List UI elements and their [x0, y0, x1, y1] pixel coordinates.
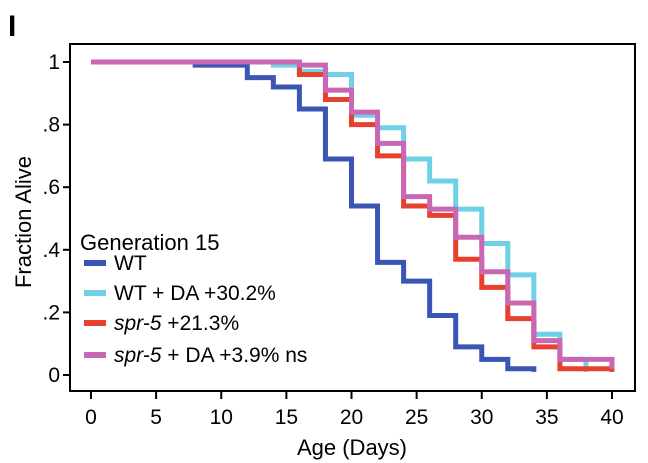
y-tick-label: 1: [48, 51, 60, 74]
x-tick-label: 15: [275, 406, 298, 429]
series-3-line: [91, 59, 615, 372]
series-layer: [91, 59, 615, 372]
legend: Generation 15 WT WT + DA +30.2% spr-5 +21.…: [80, 230, 307, 367]
series-1-line: [91, 59, 537, 372]
x-tick-label: 25: [405, 406, 428, 429]
y-tick-label: .6: [42, 176, 60, 199]
x-tick-label: 20: [340, 406, 363, 429]
legend-title: Generation 15: [80, 230, 219, 255]
x-tick-label: 35: [535, 406, 558, 429]
x-tick-label: 5: [150, 406, 162, 429]
x-tick-label: 40: [600, 406, 623, 429]
x-axis-label: Age (Days): [297, 435, 407, 460]
legend-label-2: WT + DA +30.2%: [114, 282, 276, 305]
y-tick-label: .2: [42, 301, 60, 324]
panel-letter: I: [8, 10, 16, 43]
legend-label-3: spr-5 +21.3%: [114, 312, 239, 335]
ticks-layer: 0 5 10 15 20 25 30 35 40 0 .2 .4 .6 .8 1: [42, 51, 623, 429]
y-tick-label: .4: [42, 239, 60, 262]
series-4-line: [91, 59, 615, 369]
legend-label-4: spr-5 + DA +3.9% ns: [114, 344, 307, 367]
y-tick-label: 0: [48, 364, 60, 387]
x-tick-label: 0: [85, 406, 97, 429]
legend-label-1: WT: [114, 252, 147, 275]
x-tick-label: 10: [210, 406, 233, 429]
x-tick-label: 30: [470, 406, 493, 429]
y-tick-label: .8: [42, 114, 60, 137]
y-axis-label: Fraction Alive: [11, 156, 36, 288]
